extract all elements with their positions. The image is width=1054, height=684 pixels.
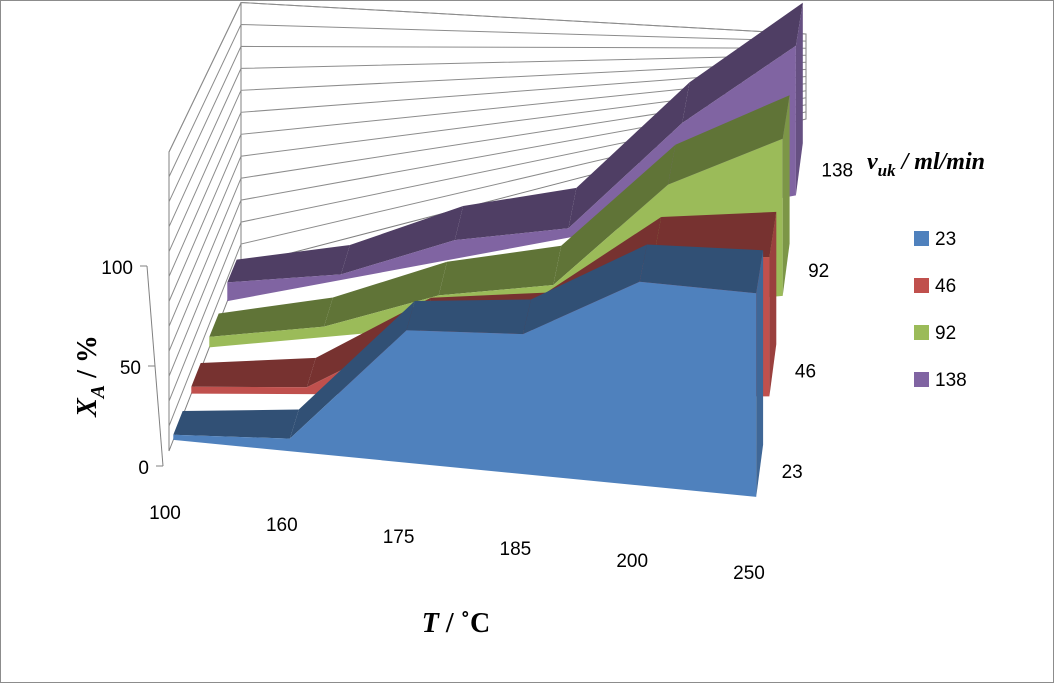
- series-end-face: [769, 211, 777, 397]
- depth-tick-label: 46: [795, 361, 816, 382]
- gridline: [168, 1, 807, 153]
- depth-tick-label: 92: [808, 261, 829, 282]
- legend-swatch: [914, 278, 929, 293]
- legend-label: 46: [935, 276, 956, 297]
- series-top-face: [639, 244, 764, 294]
- depth-tick-labels: 23 46 92 138: [782, 160, 854, 483]
- x-tick-label: 200: [616, 551, 648, 572]
- series-top-face: [682, 2, 803, 123]
- x-tick-label: 100: [149, 503, 181, 524]
- series-top-face: [553, 144, 676, 285]
- series-layer: [173, 2, 803, 497]
- legend-item-138: 138: [914, 370, 967, 391]
- x-tick-label: 250: [733, 563, 765, 584]
- legend: 23 46 92 138: [914, 229, 967, 391]
- gridline: [168, 90, 807, 352]
- y-tick-label: 50: [120, 358, 141, 379]
- gridline: [168, 45, 807, 203]
- gridline: [168, 68, 807, 277]
- series-top-face: [406, 299, 531, 335]
- legend-label: 138: [935, 370, 967, 391]
- y-tick-labels: 0 50 100: [101, 258, 164, 479]
- y-axis-title: XA / %: [72, 335, 109, 418]
- series-top-face: [523, 244, 647, 335]
- gridline: [168, 54, 807, 228]
- depth-tick-label: 23: [782, 462, 803, 483]
- gridline: [168, 61, 807, 252]
- series-top-face: [653, 211, 777, 258]
- gridline: [168, 83, 807, 327]
- series-top-face: [324, 261, 447, 327]
- gridline: [168, 97, 807, 377]
- series-end-face: [782, 95, 790, 296]
- x-tick-labels: 100 160 175 185 200 250: [149, 503, 765, 584]
- gridline: [168, 76, 807, 302]
- y-tick-label: 0: [138, 458, 149, 479]
- legend-item-92: 92: [914, 323, 956, 344]
- gridline: [168, 104, 807, 402]
- legend-label: 92: [935, 323, 956, 344]
- series-top-face: [454, 187, 577, 241]
- x-axis-title: T / ˚C: [422, 608, 490, 639]
- y-tick-label: 100: [101, 258, 133, 279]
- legend-title: vuk / ml/min: [867, 149, 985, 180]
- series-23: [173, 244, 764, 497]
- series-top-face: [568, 82, 690, 229]
- depth-tick-label: 138: [821, 160, 853, 181]
- legend-item-46: 46: [914, 276, 956, 297]
- x-tick-label: 185: [500, 539, 532, 560]
- series-end-face: [756, 250, 764, 497]
- series-top-face: [191, 357, 316, 388]
- series-top-face: [341, 206, 464, 275]
- x-tick-label: 175: [383, 527, 415, 548]
- legend-label: 23: [935, 229, 956, 250]
- series-top-face: [173, 409, 299, 439]
- series-end-face: [795, 2, 803, 196]
- series-front-face: [173, 281, 757, 497]
- legend-swatch: [914, 372, 929, 387]
- legend-swatch: [914, 325, 929, 340]
- gridline: [168, 23, 807, 178]
- series-top-face: [668, 95, 790, 185]
- series-top-face: [227, 245, 350, 283]
- series-top-face: [209, 297, 333, 337]
- series-top-face: [438, 245, 562, 296]
- x-tick-label: 160: [266, 515, 298, 536]
- legend-item-23: 23: [914, 229, 956, 250]
- legend-swatch: [914, 231, 929, 246]
- series-top-face: [289, 301, 415, 439]
